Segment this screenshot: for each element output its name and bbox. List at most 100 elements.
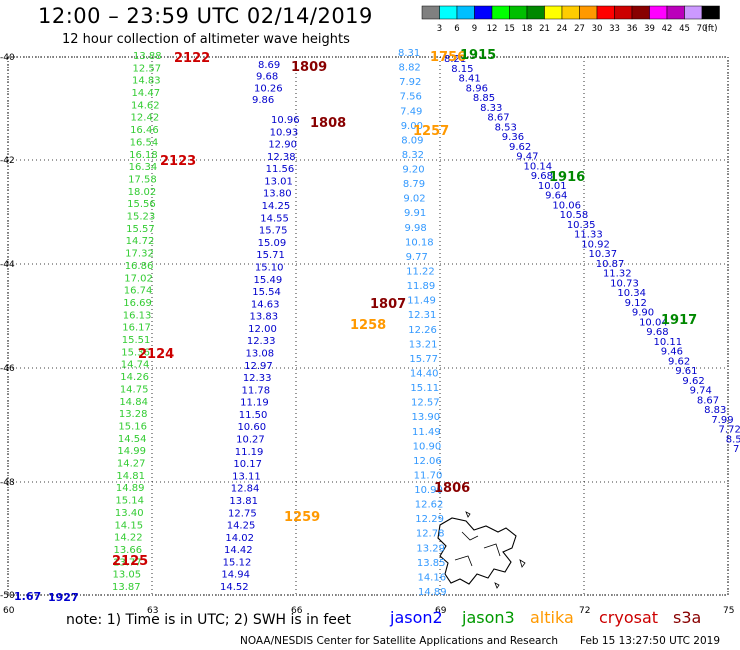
lon-tick-label: 63 — [147, 606, 158, 616]
wave-height-value: 7.3 — [733, 444, 740, 455]
wave-height-value: 9.98 — [404, 223, 426, 234]
wave-height-value: 8.15 — [451, 64, 473, 75]
wave-height-value: 14.63 — [251, 299, 280, 310]
credit-text: NOAA/NESDIS Center for Satellite Applica… — [240, 635, 558, 647]
pass-time-label: 1807 — [370, 297, 406, 312]
wave-height-value: 13.29 — [416, 543, 445, 554]
pass-time-label: 2123 — [160, 154, 196, 169]
lon-tick-label: 69 — [435, 606, 447, 616]
wave-height-value: 9.64 — [545, 191, 567, 202]
wave-height-value: 9.77 — [406, 252, 428, 263]
timestamp-text: Feb 15 13:27:50 UTC 2019 — [580, 635, 720, 647]
wave-height-value: 10.90 — [413, 441, 442, 452]
wave-height-value: 16.46 — [130, 125, 159, 136]
wave-height-value: 9.46 — [661, 347, 683, 358]
wave-height-value: 8.21 — [444, 54, 466, 65]
colorbar-label: 70 — [697, 24, 708, 34]
colorbar-label: 24 — [557, 24, 568, 34]
wave-height-value: 14.16 — [417, 572, 446, 583]
wave-height-value: 10.34 — [617, 288, 646, 299]
wave-height-value: 15.77 — [409, 354, 438, 365]
wave-height-value: 9.00 — [401, 121, 423, 132]
wave-height-value: 16.86 — [125, 261, 154, 272]
colorbar-swatch — [631, 5, 650, 20]
wave-height-value: 15.09 — [258, 238, 287, 249]
wave-height-value: 12.06 — [413, 456, 442, 467]
colorbar-label: 39 — [644, 24, 655, 34]
wave-height-value: 11.50 — [239, 410, 268, 421]
wave-height-value: 10.92 — [581, 239, 610, 250]
wave-height-value: 11.78 — [241, 385, 270, 396]
wave-height-value: 7.92 — [399, 77, 421, 88]
wave-height-value: 11.49 — [407, 296, 436, 307]
wave-height-value: 15.10 — [255, 262, 284, 273]
colorbar-label: 33 — [609, 24, 620, 34]
pass-time-labels: 2122 2123 2124 2125 1809 1808 1807 1806 1258 1257… — [14, 48, 697, 604]
wave-height-tracks: 13.8812.5714.8314.4714.6212.4216.4616.54… — [112, 48, 740, 598]
colorbar-swatch — [649, 5, 668, 20]
colorbar-label: 3 — [437, 24, 442, 34]
wave-height-value: 14.25 — [227, 521, 256, 532]
wave-height-value: 15.16 — [118, 421, 147, 432]
wave-height-value: 14.89 — [418, 587, 447, 598]
wave-height-value: 8.85 — [473, 93, 495, 104]
wave-height-value: 13.81 — [229, 496, 258, 507]
pass-time-label: 1.67 — [14, 590, 41, 603]
wave-height-value: 12.31 — [408, 310, 437, 321]
wave-height-value: 12.33 — [247, 336, 276, 347]
pass-time-label: 2125 — [112, 554, 148, 569]
kerguelen-island-outline — [437, 511, 526, 589]
wave-height-value: 13.90 — [412, 412, 441, 423]
wave-height-value: 14.02 — [225, 533, 254, 544]
wave-height-value: 10.18 — [405, 237, 434, 248]
wave-height-value: 15.54 — [252, 287, 281, 298]
pass-time-label: 1917 — [661, 313, 697, 328]
lon-tick-label: 60 — [3, 606, 15, 616]
pass-time-label: 1259 — [284, 510, 320, 525]
colorbar-swatch — [526, 5, 545, 20]
wave-height-value: 13.66 — [113, 545, 142, 556]
wave-height-value: 16.34 — [129, 162, 158, 173]
pass-time-label: 1808 — [310, 116, 346, 131]
wave-height-value: 12.90 — [268, 140, 297, 151]
wave-height-value: 11.19 — [235, 447, 264, 458]
colorbar-label: 45 — [679, 24, 690, 34]
wave-height-value: 14.74 — [121, 360, 150, 371]
pass-time-label: 1806 — [434, 481, 470, 496]
wave-height-value: 12.78 — [416, 529, 445, 540]
colorbar-swatch — [439, 5, 458, 20]
wave-height-value: 14.94 — [221, 570, 250, 581]
wave-height-value: 12.33 — [243, 373, 272, 384]
wave-height-value: 10.17 — [233, 459, 262, 470]
wave-height-value: 13.05 — [112, 570, 141, 581]
wave-height-value: 13.77 — [113, 557, 142, 568]
wave-height-value: 15.71 — [256, 250, 285, 261]
wave-height-value: 13.85 — [417, 558, 446, 569]
wave-height-value: 8.82 — [399, 63, 421, 74]
wave-height-value: 11.19 — [240, 398, 269, 409]
wave-height-value: 10.73 — [610, 278, 639, 289]
wave-height-value: 13.83 — [250, 312, 279, 323]
wave-height-value: 15.56 — [127, 199, 156, 210]
wave-height-value: 16.17 — [122, 323, 151, 334]
wave-height-value: 9.02 — [403, 194, 425, 205]
wave-height-value: 9.62 — [668, 356, 690, 367]
legend-item: s3a — [673, 608, 702, 627]
colorbar-label: 15 — [504, 24, 515, 34]
wave-height-value: 9.68 — [646, 327, 668, 338]
colorbar-label: 27 — [574, 24, 585, 34]
wave-height-value: 14.75 — [120, 384, 149, 395]
wave-height-value: 10.06 — [552, 200, 581, 211]
wave-height-value: 9.61 — [675, 366, 697, 377]
wave-height-value: 14.52 — [220, 582, 249, 593]
wave-height-value: 9.62 — [682, 376, 704, 387]
wave-height-value: 13.08 — [246, 349, 275, 360]
wave-height-value: 14.55 — [260, 213, 289, 224]
wave-height-value: 14.26 — [120, 372, 149, 383]
wave-height-value: 8.83 — [704, 405, 726, 416]
wave-height-value: 15.36 — [121, 347, 150, 358]
wave-height-value: 9.12 — [625, 298, 647, 309]
wave-height-value: 10.90 — [414, 485, 443, 496]
wave-height-value: 9.91 — [404, 208, 426, 219]
